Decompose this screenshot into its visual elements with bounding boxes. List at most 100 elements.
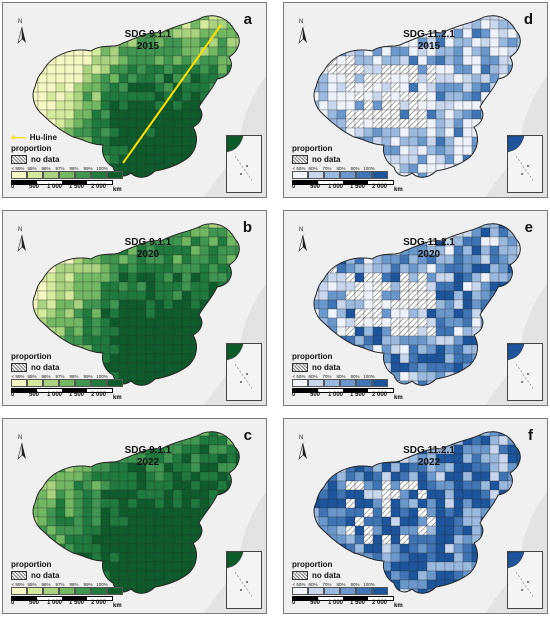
region-cell bbox=[354, 507, 365, 518]
region-cell bbox=[426, 552, 437, 563]
region-cell bbox=[372, 281, 383, 292]
scale-tick: 0 bbox=[292, 392, 296, 398]
region-cell bbox=[462, 136, 473, 147]
region-cell bbox=[354, 82, 365, 93]
region-cell bbox=[426, 353, 437, 364]
region-cell bbox=[390, 561, 401, 572]
region-cell bbox=[73, 480, 84, 491]
region-cell bbox=[363, 299, 374, 310]
region-cell bbox=[435, 55, 446, 66]
region-cell bbox=[109, 471, 120, 482]
south-china-sea-inset bbox=[507, 551, 543, 609]
region-cell bbox=[462, 91, 473, 102]
region-cell bbox=[507, 453, 518, 464]
region-cell bbox=[453, 308, 464, 319]
region-cell bbox=[426, 525, 437, 536]
region-cell bbox=[417, 480, 428, 491]
region-cell bbox=[426, 263, 437, 274]
region-cell bbox=[91, 118, 102, 129]
region-cell bbox=[453, 145, 464, 156]
region-cell bbox=[208, 462, 219, 473]
region-cell bbox=[345, 534, 356, 545]
region-cell bbox=[217, 272, 228, 283]
region-cell bbox=[453, 136, 464, 147]
nodata-swatch bbox=[292, 363, 308, 372]
panel-title: SDG 9.1.1 2020 bbox=[108, 237, 188, 261]
region-cell bbox=[172, 317, 183, 328]
region-cell bbox=[118, 263, 129, 274]
region-cell bbox=[37, 290, 48, 301]
region-cell bbox=[226, 453, 237, 464]
region-cell bbox=[154, 543, 165, 554]
region-cell bbox=[345, 299, 356, 310]
region-cell bbox=[318, 498, 329, 509]
region-cell bbox=[181, 308, 192, 319]
region-cell bbox=[489, 37, 500, 48]
region-cell bbox=[82, 489, 93, 500]
region-cell bbox=[172, 109, 183, 120]
region-cell bbox=[46, 299, 57, 310]
region-cell bbox=[408, 299, 419, 310]
region-cell bbox=[417, 127, 428, 138]
region-cell bbox=[46, 100, 57, 111]
region-cell bbox=[136, 73, 147, 84]
region-cell bbox=[73, 507, 84, 518]
region-cell bbox=[46, 308, 57, 319]
region-cell bbox=[55, 498, 66, 509]
region-cell bbox=[471, 498, 482, 509]
region-cell bbox=[444, 570, 455, 581]
region-cell bbox=[118, 281, 129, 292]
region-cell bbox=[327, 109, 338, 120]
legend-tick: < 50% bbox=[292, 374, 306, 379]
region-cell bbox=[181, 281, 192, 292]
region-cell bbox=[399, 73, 410, 84]
region-cell bbox=[435, 118, 446, 129]
region-cell bbox=[163, 64, 174, 75]
region-cell bbox=[462, 55, 473, 66]
region-cell bbox=[127, 73, 138, 84]
region-cell bbox=[73, 543, 84, 554]
region-cell bbox=[399, 145, 410, 156]
region-cell bbox=[345, 281, 356, 292]
region-cell bbox=[327, 73, 338, 84]
region-cell bbox=[64, 64, 75, 75]
region-cell bbox=[91, 73, 102, 84]
region-cell bbox=[127, 471, 138, 482]
legend-swatch bbox=[340, 379, 356, 387]
region-cell bbox=[190, 299, 201, 310]
legend-tick: 98% bbox=[69, 166, 79, 171]
region-cell bbox=[390, 281, 401, 292]
region-cell bbox=[154, 471, 165, 482]
region-cell bbox=[426, 290, 437, 301]
region-cell bbox=[91, 471, 102, 482]
region-cell bbox=[199, 55, 210, 66]
region-cell bbox=[453, 516, 464, 527]
region-cell bbox=[208, 263, 219, 274]
region-cell bbox=[208, 64, 219, 75]
region-cell bbox=[372, 55, 383, 66]
region-cell bbox=[381, 272, 392, 283]
region-cell bbox=[145, 561, 156, 572]
region-cell bbox=[462, 525, 473, 536]
region-cell bbox=[136, 326, 147, 337]
region-cell bbox=[345, 480, 356, 491]
region-cell bbox=[145, 579, 156, 590]
region-cell bbox=[435, 552, 446, 563]
panel-letter: e bbox=[524, 219, 533, 236]
region-cell bbox=[109, 82, 120, 93]
legend-tick: 100% bbox=[363, 582, 375, 587]
region-cell bbox=[345, 263, 356, 274]
region-cell bbox=[118, 82, 129, 93]
region-cell bbox=[453, 543, 464, 554]
region-cell bbox=[172, 516, 183, 527]
region-cell bbox=[190, 100, 201, 111]
region-cell bbox=[390, 263, 401, 274]
region-cell bbox=[136, 64, 147, 75]
region-cell bbox=[435, 100, 446, 111]
scale-unit: km bbox=[113, 187, 122, 193]
legend-title: proportion bbox=[11, 560, 52, 569]
region-cell bbox=[136, 154, 147, 165]
region-cell bbox=[462, 308, 473, 319]
region-cell bbox=[381, 525, 392, 536]
region-cell bbox=[91, 534, 102, 545]
